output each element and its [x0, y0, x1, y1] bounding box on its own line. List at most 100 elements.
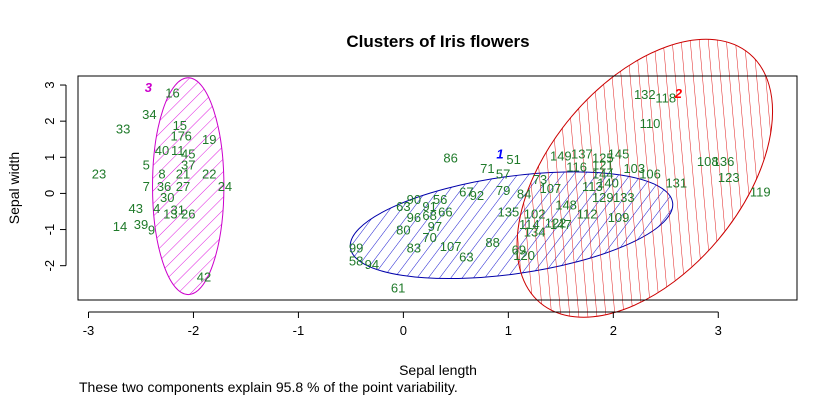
point-label: 56	[433, 192, 447, 207]
point-label: 15	[173, 118, 187, 133]
point-label: 114	[519, 217, 540, 232]
point-label: 39	[134, 217, 148, 232]
point-label: 129	[592, 190, 614, 205]
point-label: 11	[171, 143, 185, 158]
point-label: 8	[158, 167, 165, 182]
point-label: 147	[550, 217, 572, 232]
cluster-1-label: 1	[496, 147, 503, 162]
cluster-3-label: 3	[145, 80, 153, 95]
point-label: 110	[640, 116, 661, 131]
point-label: 122	[545, 215, 567, 230]
point-label: 123	[718, 170, 740, 185]
cluster-2-label: 2	[674, 86, 683, 101]
point-label: 90	[407, 192, 421, 207]
chart-title: Clusters of Iris flowers	[346, 32, 529, 51]
point-label: 132	[634, 87, 656, 102]
point-label: 113	[582, 179, 603, 194]
point-label: 5	[143, 158, 150, 173]
y-axis: -2 -1 0 1 2 3	[42, 81, 67, 272]
point-label: 22	[202, 167, 216, 182]
point-label: 13	[163, 206, 177, 221]
point-label: 102	[524, 206, 546, 221]
point-label: 36	[157, 179, 171, 194]
point-label: 145	[608, 147, 630, 162]
y-tick-label: 3	[42, 81, 57, 88]
point-label: 109	[608, 210, 630, 225]
point-label: 23	[92, 167, 106, 182]
point-label: 69	[512, 242, 526, 257]
point-label: 116	[566, 159, 587, 174]
x-axis: -3 -2 -1 0 1 2 3	[83, 311, 722, 338]
point-label: 99	[349, 241, 363, 256]
point-label: 27	[176, 179, 190, 194]
x-tick-label: -3	[83, 323, 95, 338]
point-label: 91	[422, 199, 436, 214]
point-label: 4	[153, 201, 160, 216]
point-label: 131	[665, 176, 687, 191]
point-label: 135	[497, 204, 519, 219]
point-label: 16	[165, 85, 179, 100]
y-tick-label: 2	[42, 118, 57, 125]
cluster-2-ellipse	[516, 38, 774, 318]
x-tick-label: 0	[400, 323, 407, 338]
point-label: 119	[750, 185, 771, 200]
y-tick-label: 0	[42, 190, 57, 197]
point-label: 19	[202, 132, 216, 147]
y-axis-label: Sepal width	[6, 152, 22, 224]
x-tick-label: 1	[505, 323, 512, 338]
point-label: 107	[440, 239, 462, 254]
point-label: 37	[181, 158, 195, 173]
point-label: 31	[170, 203, 184, 218]
point-label: 88	[485, 235, 499, 250]
cluster-ellipses	[152, 38, 774, 318]
point-label: 73	[533, 172, 547, 187]
point-label: 61	[391, 280, 405, 295]
point-label: 58	[349, 253, 363, 268]
y-tick-label: -1	[42, 224, 57, 236]
x-tick-label: 3	[715, 323, 722, 338]
point-label: 63	[396, 199, 410, 214]
point-label: 97	[428, 219, 442, 234]
point-label: 103	[623, 161, 645, 176]
point-label: 136	[713, 154, 735, 169]
variability-note: These two components explain 95.8 % of t…	[79, 379, 458, 395]
point-label: 148	[555, 197, 577, 212]
point-label: 96	[407, 210, 421, 225]
point-label: 118	[655, 91, 676, 106]
point-label: 80	[396, 223, 410, 238]
point-label: 9	[148, 223, 155, 238]
point-label: 40	[155, 143, 169, 158]
x-axis-label: Sepal length	[399, 362, 477, 378]
point-label: 45	[181, 147, 195, 162]
point-label: 43	[128, 201, 142, 216]
point-label: 30	[160, 190, 174, 205]
x-tick-label: -2	[188, 323, 200, 338]
point-label: 107	[539, 181, 561, 196]
point-label: 106	[639, 167, 661, 182]
plot-area-border	[77, 75, 798, 301]
point-label: 79	[496, 183, 510, 198]
cluster-labels: 1 2 3	[145, 80, 683, 162]
point-label: 137	[571, 147, 593, 162]
point-label: 83	[407, 241, 421, 256]
point-label: 7	[143, 179, 150, 194]
point-label: 66	[438, 204, 452, 219]
point-label: 42	[197, 270, 211, 285]
point-label: 57	[496, 167, 510, 182]
point-label: 63	[459, 250, 473, 265]
cluster-3-ellipse	[152, 77, 225, 296]
point-label: 112	[577, 206, 598, 221]
point-label: 51	[506, 152, 520, 167]
point-label: 121	[592, 158, 614, 173]
y-tick-label: -2	[42, 260, 57, 272]
point-label: 14	[113, 219, 127, 234]
point-label: 86	[443, 150, 457, 165]
point-label: 108	[697, 154, 719, 169]
point-label: 24	[218, 179, 232, 194]
point-label: 33	[116, 121, 130, 136]
point-label: 125	[592, 150, 614, 165]
point-label: 68	[422, 208, 436, 223]
point-label: 26	[181, 206, 195, 221]
